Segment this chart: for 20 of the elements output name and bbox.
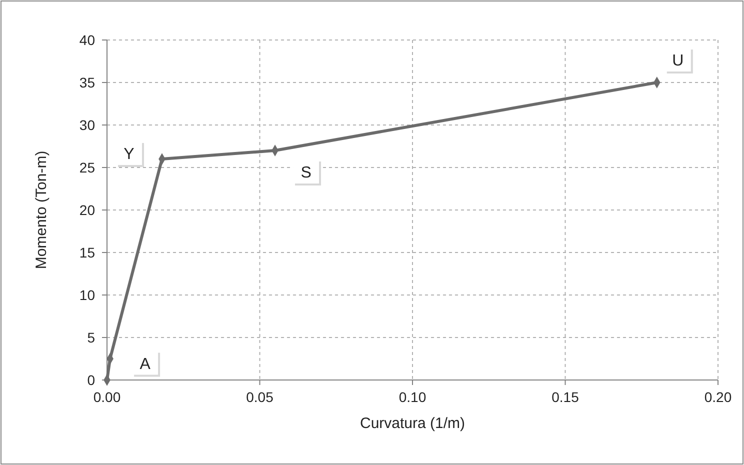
y-tick-label: 40	[79, 32, 96, 48]
y-tick-label: 30	[79, 117, 96, 133]
y-tick-label: 0	[87, 372, 96, 388]
x-tick-label: 0.00	[93, 389, 121, 405]
annotation: A	[140, 356, 151, 373]
x-tick-label: 0.10	[398, 389, 426, 405]
y-tick-label: 5	[87, 330, 96, 346]
x-tick-label: 0.20	[704, 389, 732, 405]
x-tick-label: 0.15	[552, 389, 580, 405]
annotation: Y	[124, 146, 135, 163]
annotation: U	[672, 52, 684, 70]
y-tick-label: 20	[79, 202, 96, 218]
y-tick-label: 10	[79, 287, 96, 303]
x-axis-title: Curvatura (1/m)	[360, 415, 466, 432]
y-tick-label: 35	[79, 74, 96, 90]
x-tick-label: 0.05	[246, 389, 274, 405]
y-tick-label: 15	[79, 244, 96, 260]
annotation: S	[300, 164, 312, 182]
y-axis-title: Momento (Ton-m)	[33, 150, 50, 270]
y-tick-label: 25	[79, 160, 96, 176]
